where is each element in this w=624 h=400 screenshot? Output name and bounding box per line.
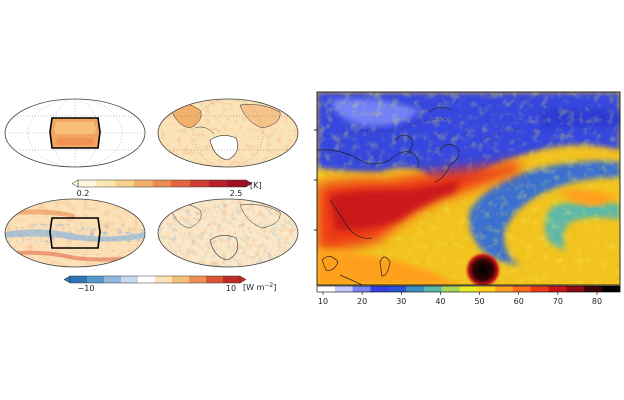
forcing-region-box	[49, 117, 101, 149]
colorbar-temp-min-label: 0.2	[77, 189, 90, 198]
colorbar-flux-min-label: −10	[78, 284, 95, 293]
colorbar-right-swatch	[513, 286, 532, 292]
colorbar-swatch	[155, 276, 173, 283]
map-flux-global	[157, 198, 299, 268]
colorbar-temp-max-label: 2.5	[230, 189, 243, 198]
colorbar-right-tick-label: 20	[357, 297, 367, 306]
colorbar-flux: −10 10 [W m−2]	[63, 275, 276, 293]
colorbar-right-tick-label: 30	[396, 297, 406, 306]
colorbar-swatch	[138, 276, 156, 283]
colorbar-swatch	[121, 276, 139, 283]
colorbar-swatch	[206, 276, 224, 283]
colorbar-right-tick-label: 70	[553, 297, 563, 306]
colorbar-flux-unit: [W m−2]	[243, 282, 276, 292]
colorbar-right-swatch	[317, 286, 336, 292]
colorbar-right-swatch	[530, 286, 550, 292]
colorbar-arrow-left	[63, 275, 71, 284]
colorbar-right-swatch	[423, 286, 443, 292]
colorbar-swatch	[115, 180, 135, 187]
colorbar-swatch	[96, 180, 116, 187]
colorbar-right-tick-label: 10	[318, 297, 328, 306]
colorbar-right-swatch	[495, 286, 514, 292]
colorbar-swatch	[104, 276, 122, 283]
colorbar-right-swatch	[406, 286, 425, 292]
map-temperature-regional	[4, 98, 146, 168]
map-flux-regional	[4, 198, 146, 268]
colorbar-temp-unit: [K]	[250, 181, 262, 190]
colorbar-swatch	[208, 180, 228, 187]
colorbar-swatch	[87, 276, 105, 283]
colorbar-right-swatch	[566, 286, 585, 292]
colorbar-right-swatch	[477, 286, 496, 292]
colorbar-swatch	[223, 276, 241, 283]
map-temperature-global	[157, 98, 299, 168]
colorbar-right-tick-label: 60	[514, 297, 524, 306]
colorbar-flux-max-label: 10	[226, 284, 236, 293]
colorbar-right-swatch	[352, 286, 371, 292]
colorbar-arrow-right	[239, 275, 247, 284]
colorbar-swatch	[78, 180, 97, 187]
colorbar-right-swatch	[370, 286, 389, 292]
map-east-asia-pacific	[314, 91, 621, 286]
colorbar-right-swatch	[602, 286, 621, 292]
colorbar-right-swatch	[584, 286, 603, 292]
colorbar-swatch	[227, 180, 247, 187]
borders	[359, 119, 521, 141]
colorbar-swatch	[190, 180, 209, 187]
coastlines	[317, 107, 460, 285]
colorbar-swatch	[134, 180, 153, 187]
colorbar-right-tick-label: 80	[592, 297, 602, 306]
colorbar-swatch	[172, 276, 190, 283]
colorbar-right-swatch	[548, 286, 567, 292]
colorbar-temperature: 0.2 2.5 [K]	[71, 179, 262, 198]
colorbar-right-swatch	[388, 286, 407, 292]
forcing-region-box-flux	[49, 217, 101, 249]
colorbar-swatch	[70, 276, 88, 283]
colorbar-swatch	[171, 180, 191, 187]
colorbar-right-swatch	[334, 286, 353, 292]
colorbar-right-tick-label: 40	[435, 297, 445, 306]
colorbar-right: 10 20 30 40 50 60 70 80	[316, 285, 621, 306]
colorbar-right-swatch	[459, 286, 478, 292]
colorbar-swatch	[152, 180, 172, 187]
colorbar-swatch	[189, 276, 207, 283]
colorbar-arrow-left	[71, 179, 79, 188]
colorbar-right-tick-label: 50	[474, 297, 484, 306]
colorbar-arrow-right	[245, 179, 253, 188]
colorbar-right-swatch	[441, 286, 460, 292]
